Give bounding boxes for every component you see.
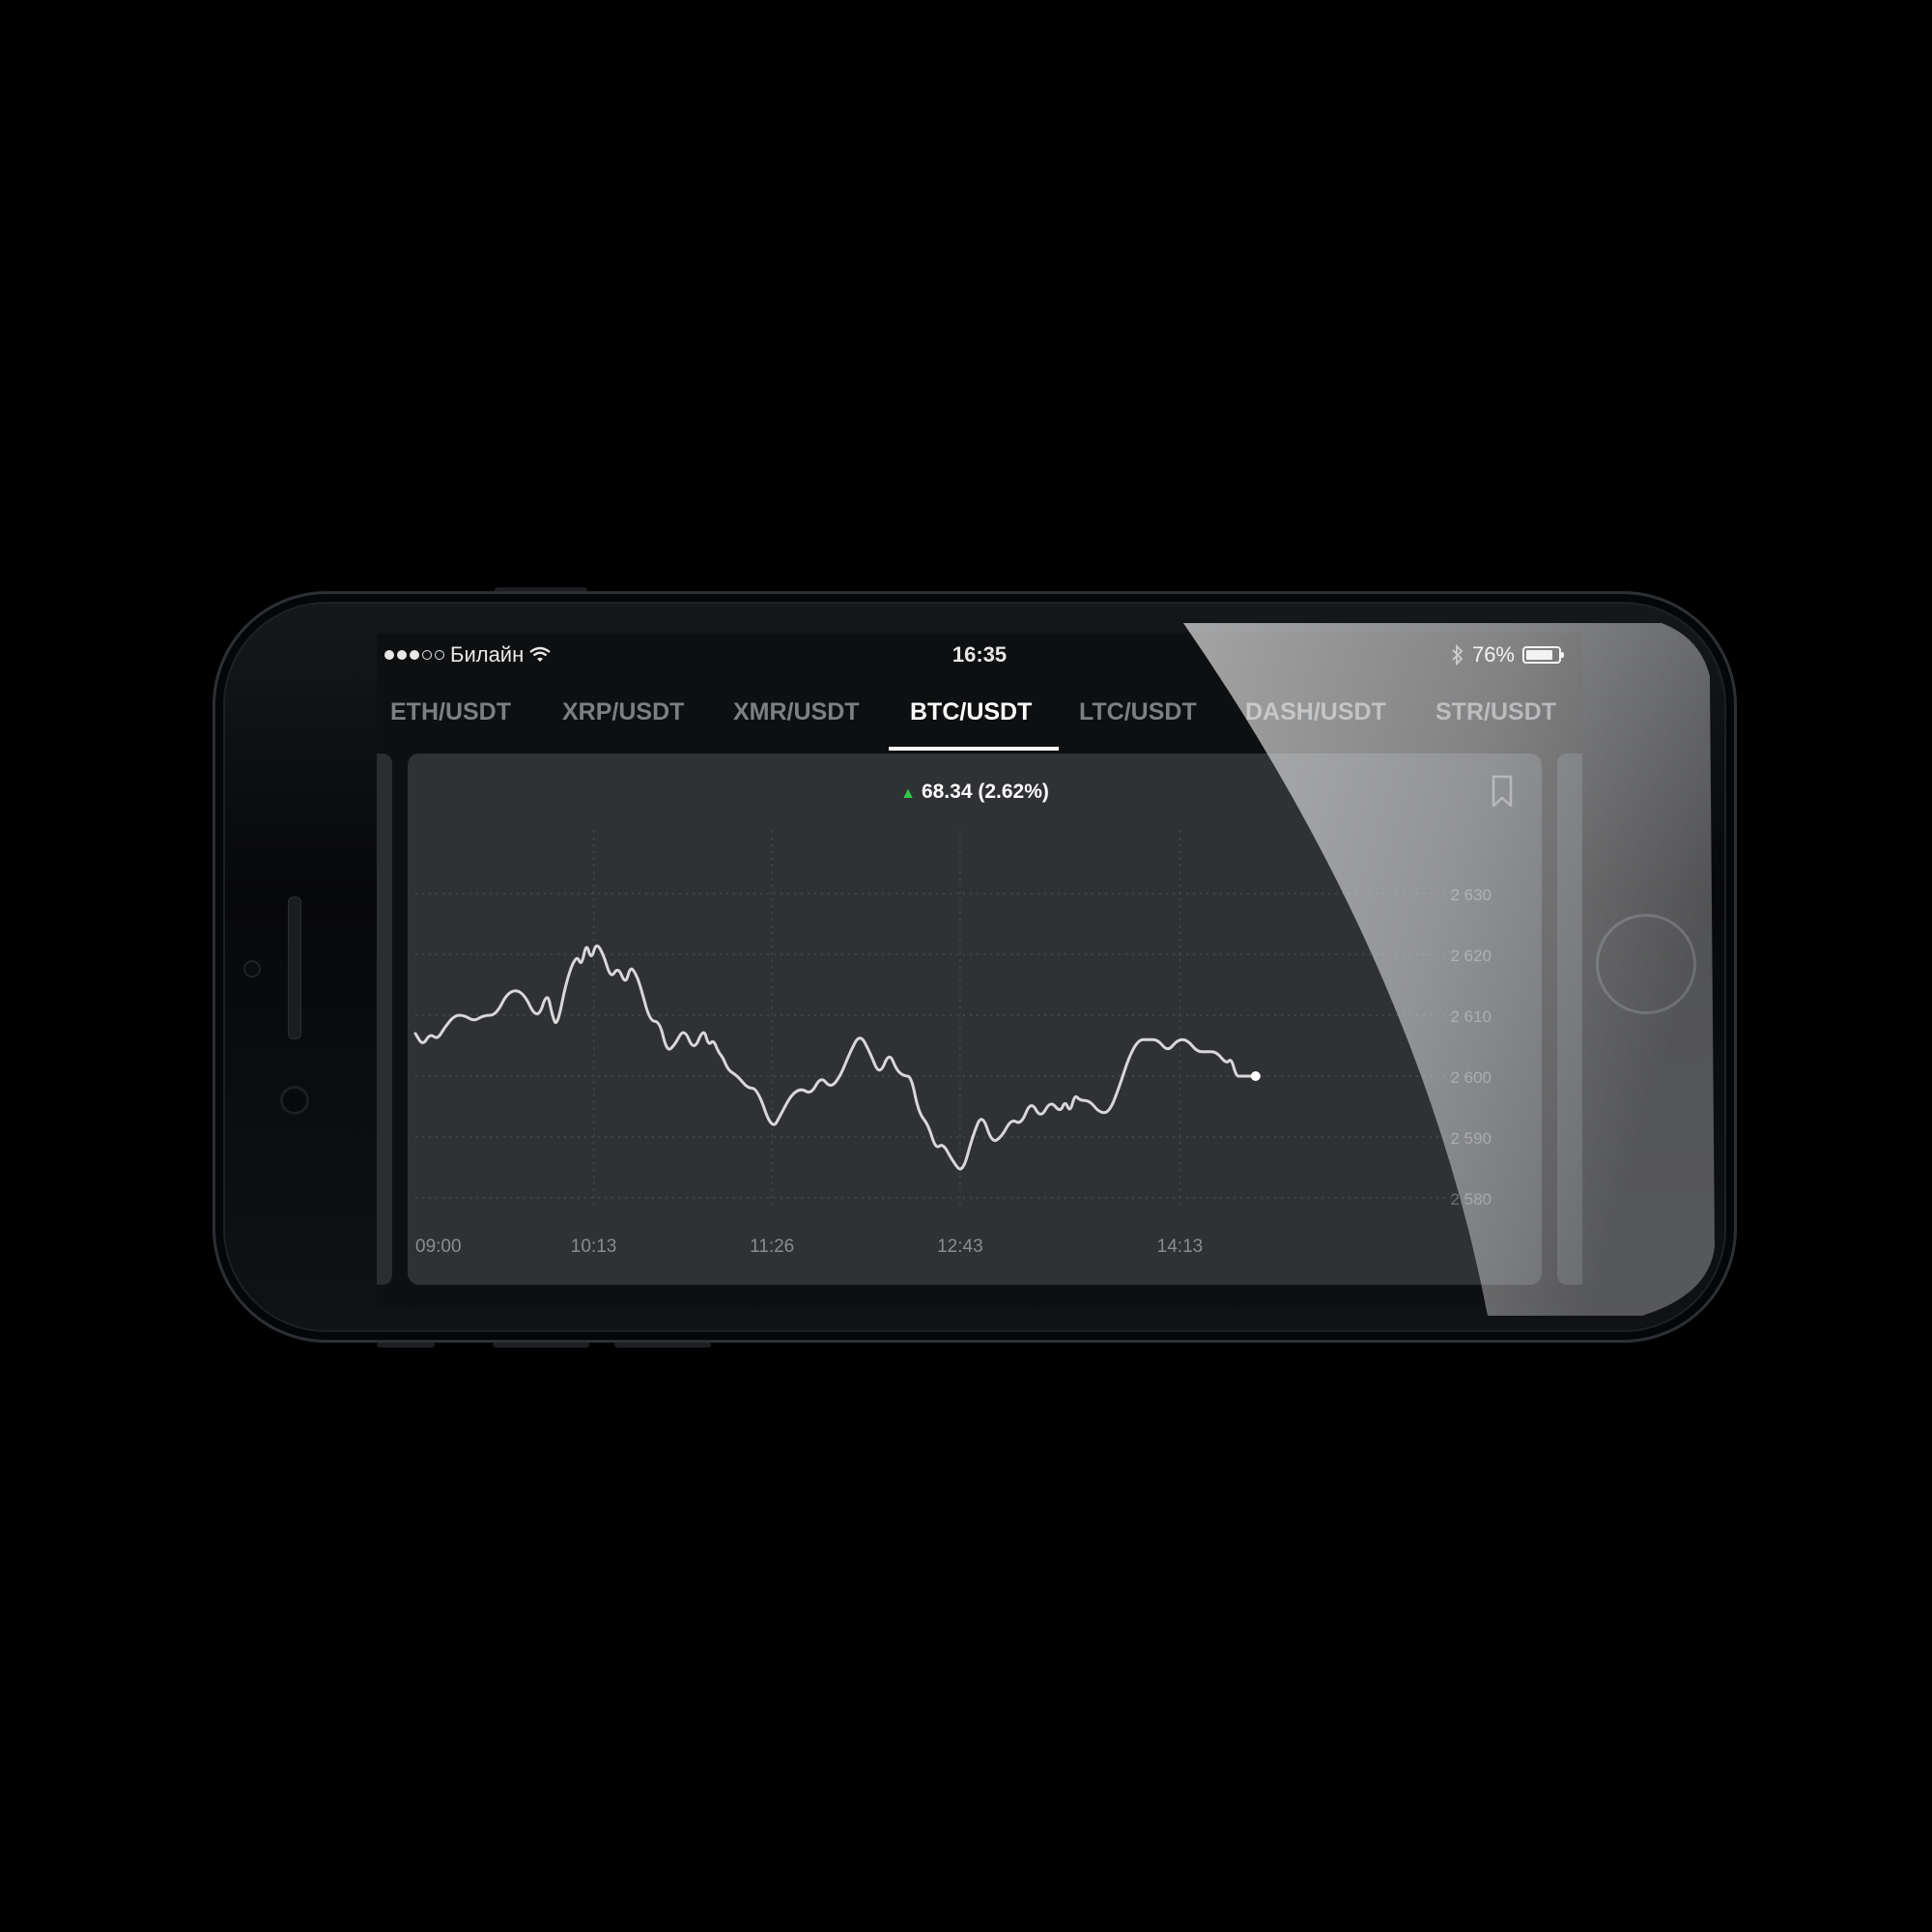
y-tick-label: 2 620 [1450, 947, 1492, 965]
signal-strength-icon [384, 650, 444, 660]
battery-percent: 76% [1471, 642, 1515, 667]
up-arrow-icon: ▲ [900, 785, 916, 802]
y-tick-label: 2 590 [1450, 1129, 1492, 1148]
status-right: 76% [1451, 642, 1564, 668]
volume-up-button [377, 1342, 435, 1348]
clock: 16:35 [952, 642, 1008, 667]
tab-dash-usdt[interactable]: DASH/USDT [1245, 698, 1386, 725]
wifi-icon [529, 646, 551, 662]
carrier-name: Билайн [450, 642, 525, 667]
app-screen: Билайн 16:35 76% ETH/USDT XRP/USDT XMR/U… [377, 633, 1582, 1306]
pair-tabs: ETH/USDT XRP/USDT XMR/USDT BTC/USDT LTC/… [377, 681, 1582, 749]
y-tick-label: 2 630 [1450, 886, 1492, 904]
bluetooth-icon [1452, 644, 1463, 666]
chart-card: ▲ 68.34 (2.62%) 2 630 2 620 2 610 2 600 2 590… [408, 753, 1542, 1285]
tab-str-usdt[interactable]: STR/USDT [1435, 698, 1556, 725]
status-left: Билайн [384, 642, 551, 668]
volume-down-button [493, 1342, 589, 1348]
front-camera [280, 1086, 309, 1115]
x-tick-label: 09:00 [415, 1236, 462, 1257]
price-series-line [413, 944, 1258, 1171]
active-tab-indicator [889, 747, 1059, 751]
home-button[interactable] [1596, 914, 1696, 1014]
y-tick-label: 2 610 [1450, 1008, 1492, 1026]
next-chart-card[interactable] [1557, 753, 1582, 1285]
status-bar: Билайн 16:35 76% [377, 633, 1582, 673]
x-tick-label: 11:26 [750, 1236, 794, 1257]
previous-chart-card[interactable] [377, 753, 392, 1285]
tab-ltc-usdt[interactable]: LTC/USDT [1079, 698, 1197, 725]
last-price-point [1250, 1071, 1261, 1081]
tab-btc-usdt[interactable]: BTC/USDT [910, 698, 1033, 725]
tab-xmr-usdt[interactable]: XMR/USDT [733, 698, 860, 725]
y-tick-label: 2 600 [1450, 1068, 1492, 1087]
tab-xrp-usdt[interactable]: XRP/USDT [562, 698, 685, 725]
tab-eth-usdt[interactable]: ETH/USDT [390, 698, 511, 725]
power-button [614, 1342, 711, 1348]
x-tick-label: 12:43 [937, 1236, 983, 1257]
silent-switch [495, 587, 587, 593]
price-change: ▲ 68.34 (2.62%) [408, 781, 1542, 804]
price-change-value: 68.34 (2.62%) [921, 781, 1049, 803]
x-tick-label: 10:13 [571, 1236, 617, 1257]
y-tick-label: 2 580 [1450, 1190, 1492, 1208]
x-tick-label: 14:13 [1157, 1236, 1204, 1257]
proximity-sensor [243, 960, 261, 978]
price-chart[interactable]: 2 630 2 620 2 610 2 600 2 590 2 580 09:00 10:13… [408, 753, 1542, 1285]
earpiece-speaker [288, 896, 301, 1039]
battery-icon [1522, 646, 1564, 664]
